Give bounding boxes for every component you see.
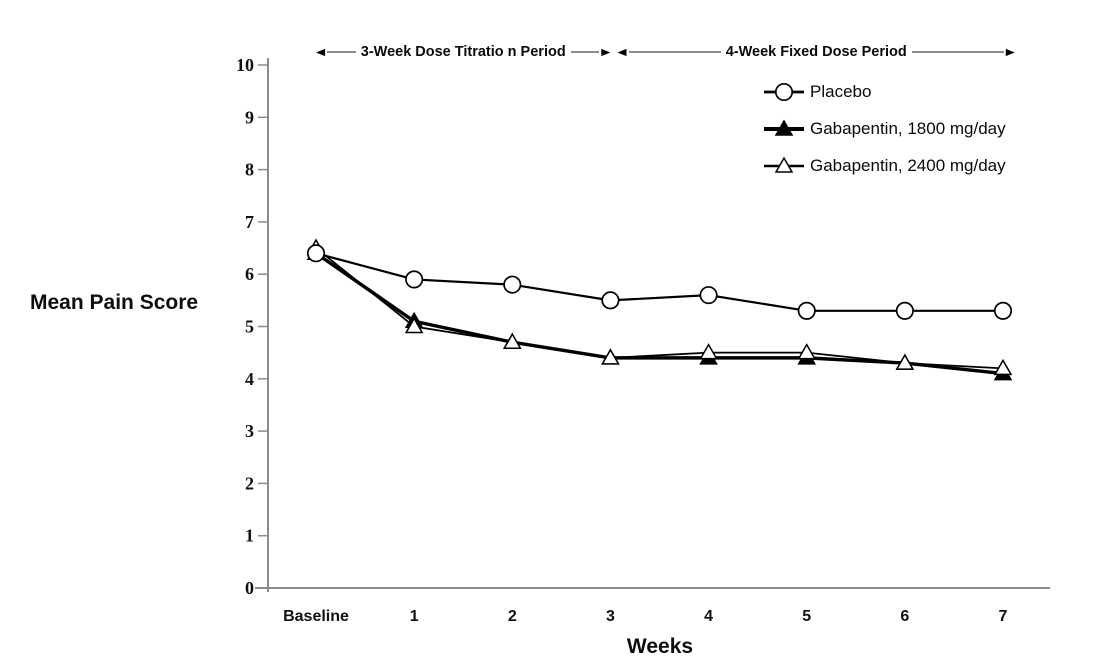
legend-label: Gabapentin, 1800 mg/day [810,119,1006,138]
y-tick-label: 0 [245,578,254,598]
data-point-marker [699,343,718,360]
x-tick-label: 7 [999,608,1008,625]
data-point-marker [895,301,914,320]
data-point-marker [774,119,794,136]
legend-label: Gabapentin, 2400 mg/day [810,156,1006,175]
annotation-line [327,50,356,53]
y-tick-label: 2 [245,473,254,493]
y-tick-label: 8 [245,160,254,180]
x-tick-label: 1 [410,608,419,625]
x-tick-label: 5 [802,608,811,625]
legend-label: Placebo [810,82,872,101]
series-line [315,252,1003,312]
x-tick-label: 3 [606,608,615,625]
annotation-titration-period: ◀ 3-Week Dose Titratio n Period ▶ [316,43,610,60]
data-point-marker [774,156,794,173]
open-circle-legend-icon [764,82,804,102]
open-triangle-legend-icon [764,156,804,173]
x-tick-label: 2 [508,608,517,625]
arrow-left-icon: ◀ [316,45,326,58]
annotation-label: 4-Week Fixed Dose Period [725,43,907,60]
annotation-fixed-dose-period: ◀ 4-Week Fixed Dose Period ▶ [617,43,1015,60]
arrow-right-icon: ▶ [1005,45,1015,58]
data-point-marker [306,244,326,263]
y-tick-label: 7 [245,212,254,232]
data-point-marker [503,275,522,294]
legend: Placebo Gabapentin, 1800 mg/day Gabapentin… [764,81,1006,192]
data-point-marker [774,82,794,102]
legend-item: Gabapentin, 1800 mg/day [764,118,1006,140]
data-point-marker [993,301,1013,320]
filled-triangle-legend-icon [764,119,804,136]
data-point-marker [502,332,522,349]
arrow-right-icon: ▶ [601,45,611,58]
data-point-marker [404,316,424,334]
y-tick-label: 3 [245,421,254,441]
y-tick-label: 4 [245,369,254,389]
y-tick-label: 9 [245,107,254,127]
y-tick-label: 10 [236,55,254,75]
data-point-marker [601,348,620,365]
x-tick-label: Baseline [283,608,349,625]
y-axis-title: Mean Pain Score [30,291,199,314]
arrow-left-icon: ◀ [617,45,627,58]
annotation-line [628,50,721,53]
annotation-line [570,50,600,53]
annotation-label: 3-Week Dose Titratio n Period [360,43,566,60]
data-point-marker [601,291,620,310]
data-point-marker [993,358,1013,376]
x-tick-label: 4 [704,608,713,625]
legend-item: Placebo [764,81,1006,103]
x-axis-title: Weeks [626,635,694,658]
data-point-marker [699,286,718,305]
x-tick-label: 6 [900,608,909,625]
data-point-marker [895,353,915,370]
series-line [315,247,1004,370]
data-point-marker [405,270,424,289]
data-point-marker [797,301,816,320]
y-tick-label: 5 [245,317,254,337]
annotation-line [911,50,1004,53]
y-tick-label: 6 [245,264,254,284]
data-point-marker [797,343,817,360]
y-tick-label: 1 [245,526,254,546]
legend-item: Gabapentin, 2400 mg/day [764,155,1006,177]
